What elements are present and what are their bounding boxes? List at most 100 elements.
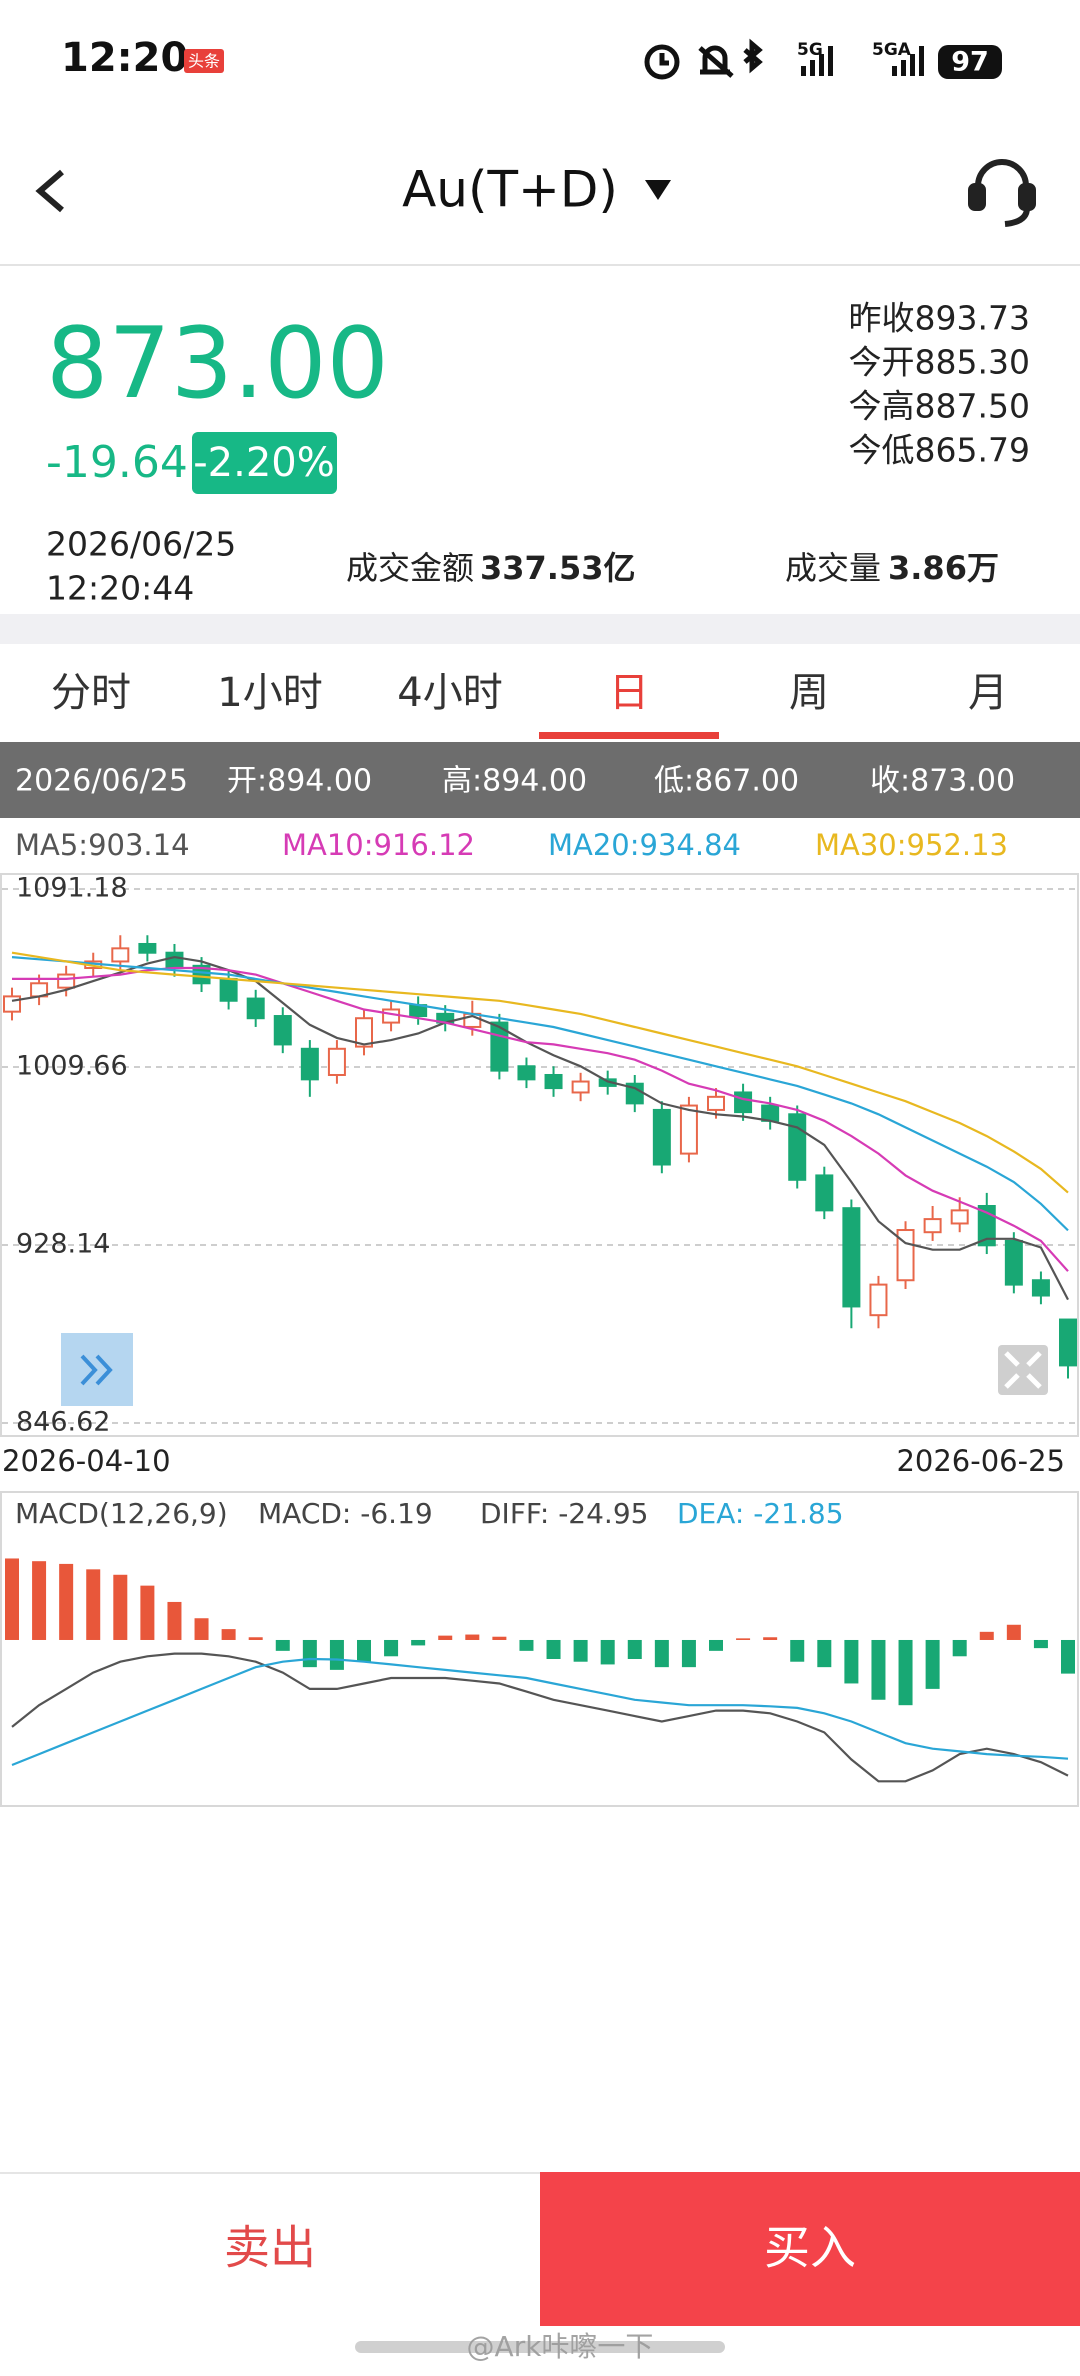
macd-bar [357, 1639, 371, 1662]
candle-body [977, 1205, 996, 1247]
ohlc-value: 开:894.00 [227, 764, 372, 799]
macd-bar [302, 1639, 317, 1668]
home-indicator [355, 2341, 725, 2353]
candle-body [1059, 1318, 1077, 1367]
y-tick-label: 928.14 [16, 1229, 110, 1260]
candle-body [219, 977, 238, 1002]
service-icon[interactable] [968, 159, 1036, 227]
period-tab[interactable]: 月 [968, 670, 1008, 716]
ohlc-value: 收:873.00 [870, 764, 1015, 799]
quote-stat: 今开885.30 [849, 343, 1030, 382]
volume: 3.86万 [888, 549, 999, 587]
macd-bar [979, 1631, 994, 1640]
candle-body [517, 1065, 536, 1081]
buy-label[interactable]: 买入 [764, 2221, 856, 2275]
status-icons [644, 38, 763, 80]
ohlc-bar [0, 742, 1080, 818]
indicator-line [11, 951, 1069, 1194]
y-tick-label: 1009.66 [16, 1051, 128, 1082]
quote-stat: 今低865.79 [849, 431, 1030, 470]
volume-label: 成交量 [785, 549, 881, 587]
candle-body [842, 1207, 861, 1308]
app-badge-bg [184, 49, 224, 73]
candle-body [896, 1229, 915, 1282]
active-tab-underline [539, 732, 719, 739]
change-pct-badge [192, 432, 337, 494]
macd-bar [898, 1639, 913, 1706]
macd-bar [140, 1585, 155, 1640]
macd-bar [627, 1639, 642, 1659]
signal-label: 5G [797, 40, 823, 60]
macd-bar [546, 1639, 561, 1659]
candle-body [679, 1104, 698, 1155]
quote-date: 2026/06/25 [46, 525, 236, 564]
candle-body [1031, 1279, 1050, 1297]
candle-body [382, 1008, 401, 1024]
period-tab[interactable]: 周 [789, 670, 829, 716]
y-tick-label: 1091.18 [16, 873, 128, 904]
app-badge: 头条 [188, 52, 220, 71]
candle-body [571, 1080, 590, 1094]
status-time: 12:20 [61, 35, 188, 81]
candle-body [950, 1209, 969, 1225]
x-tick-label: 2026-04-10 [2, 1444, 171, 1478]
macd-bar [600, 1639, 615, 1665]
change-pct: -2.20% [193, 440, 335, 486]
watermark: @Ark咔嚓一下 [467, 2330, 654, 2363]
legend-entry: MACD: -6.19 [258, 1497, 433, 1530]
page-title[interactable]: Au(T+D) [402, 161, 618, 219]
last-price: 873.00 [46, 307, 389, 421]
buy-button[interactable] [540, 2172, 1080, 2326]
sell-label[interactable]: 卖出 [224, 2221, 316, 2275]
ma-legend: MA5:903.14 MA10:916.12 MA20:934.84 MA30:952… [15, 828, 1008, 862]
macd-bar [573, 1639, 588, 1662]
macd-bar [465, 1634, 480, 1640]
ohlc-value: 高:894.00 [442, 764, 587, 799]
candle-body [788, 1113, 807, 1181]
period-tab[interactable]: 4小时 [397, 670, 502, 716]
macd-bar [194, 1618, 209, 1640]
legend-entry: MA20:934.84 [548, 828, 741, 862]
legend-entry: DEA: -21.85 [677, 1497, 844, 1530]
sell-button[interactable] [0, 2174, 540, 2326]
macd-bar [736, 1638, 751, 1640]
candle-body [869, 1283, 888, 1317]
candle-body [192, 964, 211, 985]
macd-bar [871, 1639, 886, 1700]
dropdown-arrow[interactable] [645, 180, 671, 200]
signal-bars [801, 46, 833, 76]
macd-bar [59, 1563, 74, 1640]
macd-bar [519, 1639, 534, 1651]
indicator-line [11, 956, 1069, 1232]
macd-bar [817, 1639, 832, 1668]
candle-body [761, 1104, 780, 1122]
x-tick-label: 2026-06-25 [896, 1444, 1065, 1478]
candle-body [300, 1047, 319, 1081]
candle-body [3, 995, 21, 1013]
battery-level: 97 [951, 47, 989, 78]
quote-stats: 昨收893.73 今开885.30 今高887.50 今低865.79 [849, 299, 1030, 470]
back-button[interactable] [35, 169, 64, 213]
macd-bar [329, 1639, 344, 1670]
kline-frame [0, 873, 1079, 1437]
ohlc-values: 2026/06/25 开:894.00 高:894.00 低:867.00 收:873.… [15, 764, 1015, 799]
period-tab[interactable]: 分时 [51, 670, 131, 716]
period-tab[interactable]: 1小时 [217, 670, 322, 716]
macd-bar [709, 1639, 723, 1651]
candle-body [652, 1108, 671, 1166]
macd-bar [221, 1629, 236, 1640]
indicator-line [11, 955, 1069, 1301]
fullscreen-button[interactable] [998, 1345, 1048, 1395]
macd-bar [790, 1639, 805, 1662]
signal-label: 5GA [872, 40, 912, 60]
macd-bar [384, 1639, 399, 1657]
candle-body [246, 997, 265, 1020]
period-tab[interactable]: 日 [609, 670, 649, 716]
macd-bar [844, 1639, 859, 1684]
candle-body [273, 1015, 292, 1046]
macd-bar [952, 1639, 967, 1657]
candle-body [355, 1017, 373, 1048]
candle-body [138, 942, 157, 954]
